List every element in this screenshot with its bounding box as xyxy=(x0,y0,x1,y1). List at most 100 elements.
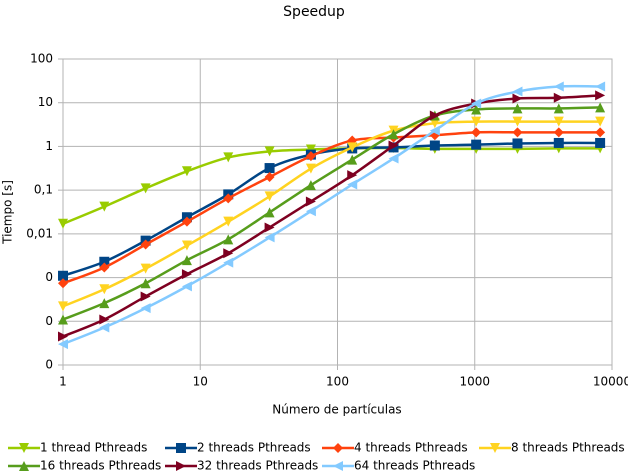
data-point xyxy=(305,196,316,207)
data-point xyxy=(181,255,192,266)
legend-marker xyxy=(333,461,343,471)
data-point xyxy=(305,151,316,162)
data-point xyxy=(553,92,564,103)
data-point xyxy=(347,179,358,190)
y-tick-label: 0 xyxy=(45,314,53,328)
data-point xyxy=(471,104,482,115)
data-point xyxy=(181,216,192,227)
x-tick-label: 10000 xyxy=(593,375,628,389)
series-line xyxy=(62,120,601,308)
x-tick-label: 100 xyxy=(326,375,349,389)
data-point xyxy=(388,153,399,164)
data-point xyxy=(429,118,440,129)
plot-frame xyxy=(62,58,613,366)
data-point xyxy=(553,127,564,138)
legend-marker xyxy=(19,443,29,453)
legend-marker xyxy=(19,461,29,471)
data-point xyxy=(305,206,316,217)
legend-label: 1 thread Pthreads xyxy=(40,441,147,455)
data-point xyxy=(140,278,151,289)
data-point xyxy=(388,140,399,151)
legend-marker xyxy=(490,443,500,453)
y-tick-label: 0 xyxy=(45,358,53,372)
x-tick-label: 1000 xyxy=(459,375,490,389)
data-point xyxy=(553,137,564,148)
data-point xyxy=(305,163,316,174)
data-point xyxy=(58,218,68,229)
data-point xyxy=(471,98,482,109)
data-point xyxy=(595,137,606,148)
data-point xyxy=(140,303,151,314)
data-point xyxy=(512,103,523,114)
data-point xyxy=(264,171,275,182)
data-point xyxy=(305,144,316,155)
data-point xyxy=(429,110,440,121)
data-point xyxy=(223,257,234,268)
data-point xyxy=(264,191,275,202)
data-point xyxy=(347,154,358,165)
legend-marker xyxy=(176,461,186,471)
legend-label: 2 threads Pthreads xyxy=(197,441,311,455)
y-axis-label: Tiempo [s] xyxy=(1,180,15,245)
data-point xyxy=(264,163,275,174)
data-point xyxy=(99,298,110,309)
y-tick-label: 10 xyxy=(38,95,53,109)
data-point xyxy=(305,180,316,191)
data-point xyxy=(223,248,234,259)
legend-label: 8 threads Pthreads xyxy=(511,441,625,455)
data-point xyxy=(471,139,482,150)
data-point xyxy=(99,284,110,295)
series-line xyxy=(62,106,601,321)
data-point xyxy=(181,281,192,292)
data-point xyxy=(223,152,234,163)
data-point xyxy=(140,239,151,250)
legend-label: 64 threads Pthreads xyxy=(354,459,475,472)
data-point xyxy=(264,207,275,218)
data-point xyxy=(99,256,110,267)
x-axis-label: Número de partículas xyxy=(272,403,401,417)
legend-marker xyxy=(333,443,343,453)
data-point xyxy=(553,81,564,92)
x-tick-label: 10 xyxy=(193,375,208,389)
x-tick-label: 1 xyxy=(59,375,67,389)
data-point xyxy=(512,127,523,138)
data-point xyxy=(553,116,564,127)
series-line xyxy=(62,146,601,225)
chart-title: Speedup xyxy=(283,4,345,20)
data-point xyxy=(512,138,523,149)
data-point xyxy=(58,339,68,350)
data-point xyxy=(99,322,110,333)
data-point xyxy=(471,116,482,127)
data-point xyxy=(347,142,358,153)
data-point xyxy=(99,262,110,273)
y-tick-label: 0,01 xyxy=(26,226,53,240)
data-point xyxy=(512,86,523,97)
data-point xyxy=(99,201,110,212)
data-point xyxy=(429,125,440,136)
data-point xyxy=(181,166,192,177)
data-point xyxy=(553,103,564,114)
data-point xyxy=(58,314,68,325)
data-point xyxy=(264,232,275,243)
data-point xyxy=(223,216,234,227)
data-point xyxy=(264,222,275,233)
legend-marker xyxy=(176,443,186,453)
legend-label: 32 threads Pthreads xyxy=(197,459,318,472)
data-point xyxy=(181,269,192,280)
data-point xyxy=(388,129,399,140)
data-point xyxy=(58,301,68,312)
data-point xyxy=(58,278,68,289)
data-point xyxy=(595,127,606,138)
data-point xyxy=(347,170,358,181)
y-tick-label: 0 xyxy=(45,270,53,284)
data-point xyxy=(512,116,523,127)
data-point xyxy=(595,81,606,92)
data-point xyxy=(99,314,110,325)
legend-label: 4 threads Pthreads xyxy=(354,441,468,455)
data-point xyxy=(429,140,440,151)
data-point xyxy=(58,270,68,281)
y-tick-label: 1 xyxy=(45,139,53,153)
y-tick-label: 100 xyxy=(30,52,53,66)
